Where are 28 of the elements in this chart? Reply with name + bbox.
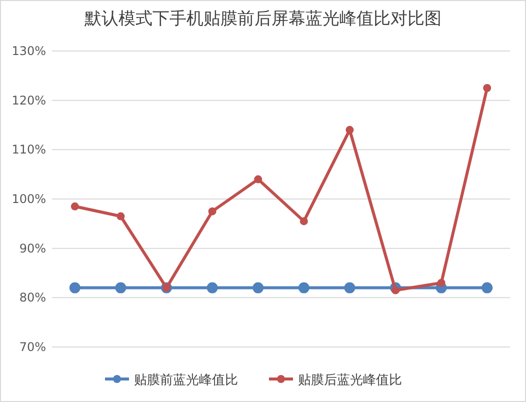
point: [252, 282, 264, 294]
y-tick-label: 80%: [19, 290, 46, 305]
y-tick-label: 110%: [12, 142, 46, 157]
point: [70, 202, 79, 210]
point: [482, 282, 493, 294]
point: [344, 282, 356, 294]
point: [115, 282, 126, 294]
y-tick-label: 70%: [19, 340, 46, 354]
y-tick-label: 120%: [12, 93, 46, 108]
legend-label: 贴膜后蓝光峰值比: [298, 373, 402, 388]
point: [392, 286, 400, 294]
y-tick-label: 90%: [19, 241, 46, 256]
point: [69, 282, 80, 294]
point: [254, 175, 262, 184]
point: [346, 126, 354, 134]
y-tick-label: 100%: [12, 192, 46, 206]
point: [208, 207, 216, 216]
point: [437, 278, 446, 287]
legend-item: 贴膜后蓝光峰值比: [269, 373, 402, 388]
point: [116, 212, 125, 220]
point: [483, 84, 492, 92]
point: [206, 282, 218, 294]
legend-label: 贴膜前蓝光峰值比: [134, 373, 238, 388]
point: [298, 282, 310, 294]
point: [300, 217, 308, 226]
y-tick-label: 130%: [12, 44, 46, 58]
title: 默认模式下手机贴膜前后屏幕蓝光峰值比对比图: [84, 9, 442, 29]
legend-item: 贴膜前蓝光峰值比: [105, 373, 238, 388]
